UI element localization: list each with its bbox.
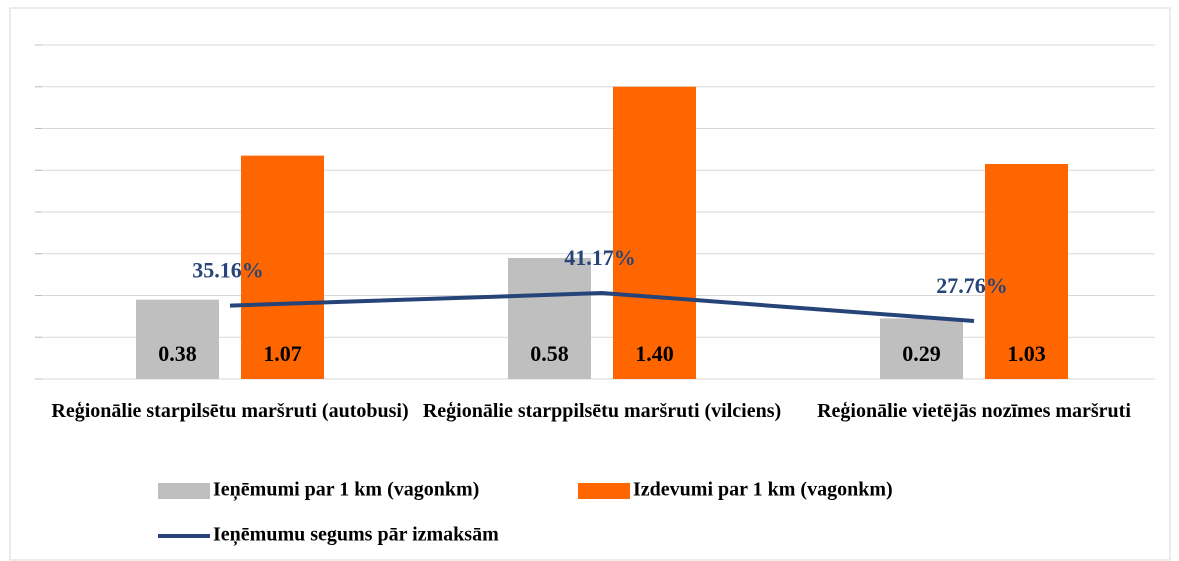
bar-value-label: 1.40 [635, 341, 674, 366]
bar [136, 299, 219, 379]
legend-label: Izdevumi par 1 km (vagonkm) [633, 479, 893, 501]
line-value-label: 27.76% [936, 273, 1008, 298]
x-tick-label: Reģionālie starpilsētu maršruti (autobus… [51, 400, 409, 422]
bar-value-label: 1.03 [1007, 341, 1046, 366]
line-value-label: 41.17% [564, 245, 636, 270]
legend-swatch [578, 483, 630, 499]
x-tick-label: Reģionālie vietējās nozīmes maršruti [817, 400, 1131, 422]
bar-value-label: 0.58 [530, 341, 569, 366]
bar [613, 86, 696, 379]
legend-swatch [158, 483, 210, 499]
bar-value-label: 0.38 [158, 341, 197, 366]
bar [508, 257, 591, 379]
chart-border [9, 7, 1171, 561]
legend-label: Ieņēmumi par 1 km (vagonkm) [213, 479, 479, 502]
legend-label: Ieņēmumu segums pār izmaksām [213, 524, 499, 547]
line-value-label: 35.16% [192, 258, 264, 283]
bar [880, 318, 963, 379]
bar [241, 155, 324, 379]
x-tick-label: Reģionālie starppilsētu maršruti (vilcie… [422, 400, 782, 422]
bar [985, 163, 1068, 379]
line-series [229, 291, 975, 324]
bar-value-label: 0.29 [902, 341, 941, 366]
bar-value-label: 1.07 [263, 341, 302, 366]
